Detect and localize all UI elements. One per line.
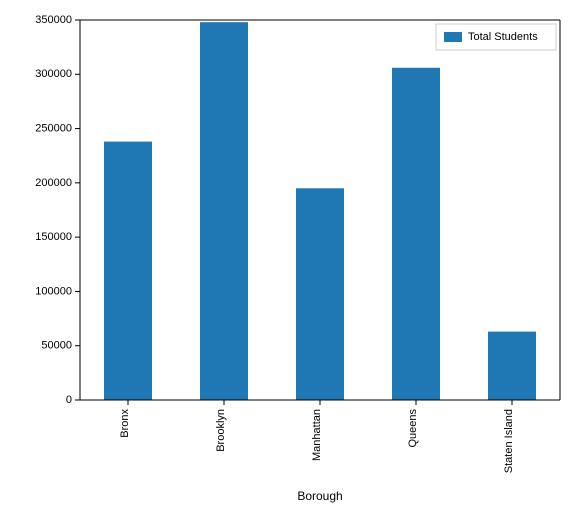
bar-chart: 0 50000 100000 150000 200000 250000 300000 3500… [0,0,578,510]
legend-label: Total Students [468,31,538,43]
bar [296,188,344,400]
y-tick-label: 200000 [35,177,72,189]
y-tick-label: 350000 [35,14,72,26]
x-tick-label: Manhattan [311,409,323,461]
bar [200,22,248,400]
y-tick-label: 100000 [35,285,72,297]
legend: Total Students [436,24,556,50]
bar [104,142,152,400]
chart-svg: 0 50000 100000 150000 200000 250000 300000 3500… [0,0,578,510]
legend-swatch [444,32,462,42]
y-tick-label: 250000 [35,122,72,134]
bar [392,68,440,400]
x-tick-label: Brooklyn [215,409,227,452]
bar [488,332,536,400]
chart-bg [0,0,578,510]
x-tick-label: Staten Island [503,409,515,473]
y-tick-label: 0 [66,394,72,406]
x-axis-label: Borough [297,489,342,503]
y-tick-label: 300000 [35,68,72,80]
y-tick-label: 150000 [35,231,72,243]
x-tick-label: Bronx [119,409,131,438]
y-tick-label: 50000 [41,340,72,352]
x-tick-label: Queens [407,409,419,448]
